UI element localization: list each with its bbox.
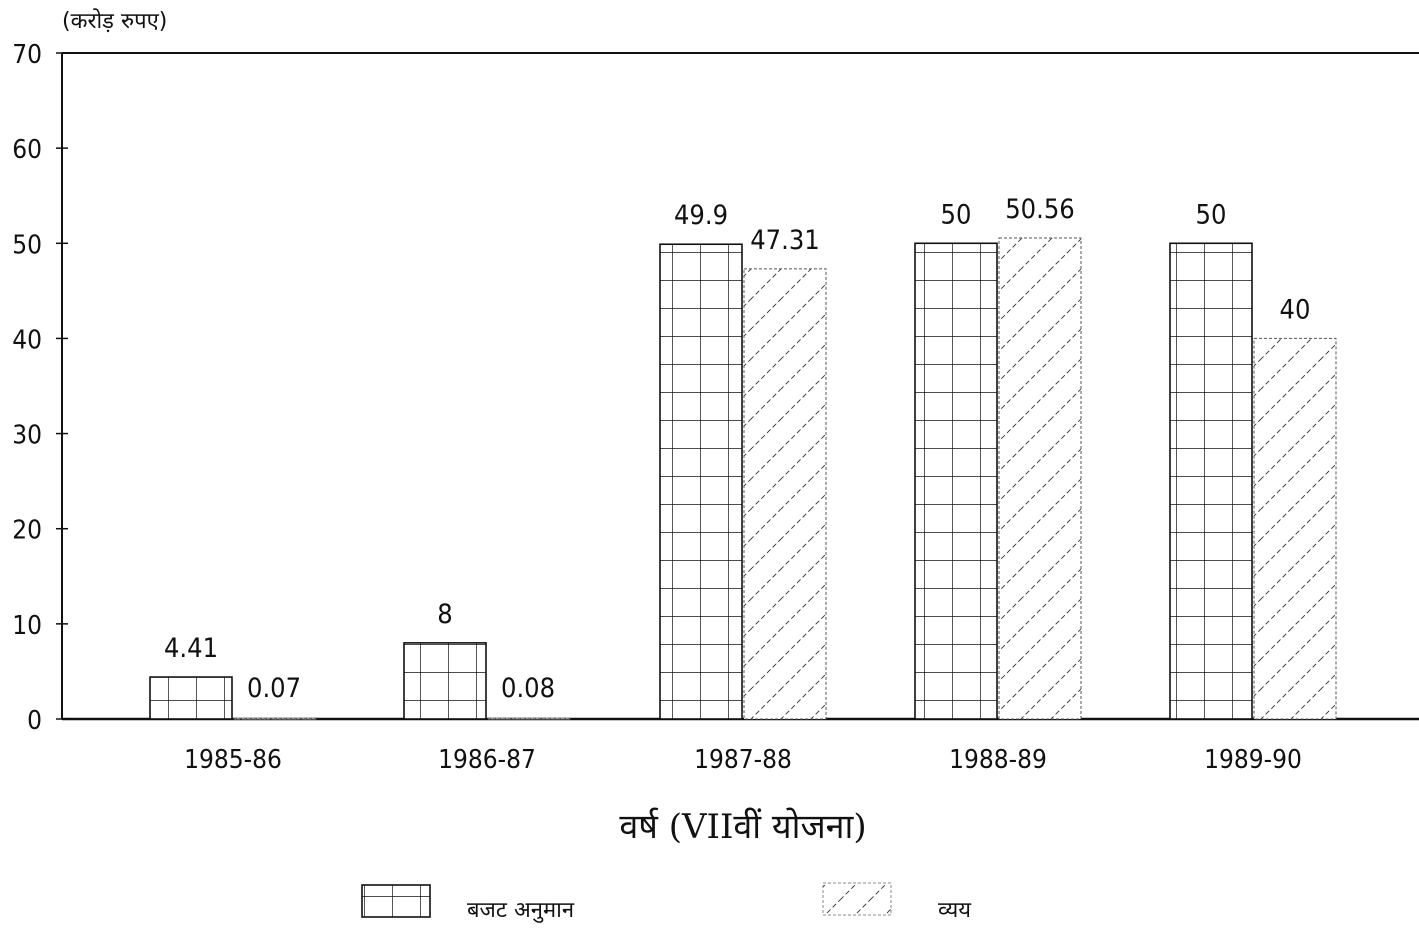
- bar-expenditure-1986-87: [487, 717, 571, 720]
- y-tick-label: 0: [27, 706, 42, 736]
- data-label-expenditure: 0.08: [501, 673, 555, 704]
- bars: [149, 237, 1337, 720]
- bar-expenditure-1985-86: [233, 717, 317, 720]
- labels: 0 10 20 30 40 50 60 70 (करोड़ रुपए) 1985-86 1986-8…: [12, 8, 1310, 847]
- data-label-expenditure: 0.07: [247, 673, 301, 704]
- unit-label: (करोड़ रुपए): [62, 8, 167, 34]
- data-label-budget: 4.41: [164, 633, 218, 664]
- x-tick-label: 1987-88: [694, 745, 792, 775]
- bar-budget-1989-90: [1169, 242, 1253, 720]
- bar-expenditure-1989-90: [1253, 337, 1337, 720]
- x-axis-title: वर्ष (VIIवीं योजना): [619, 807, 866, 847]
- x-tick-label: 1986-87: [438, 745, 536, 775]
- bar-budget-1988-89: [914, 242, 998, 720]
- data-label-expenditure: 40: [1280, 294, 1311, 325]
- legend-swatch-expenditure: [822, 882, 892, 916]
- legend-label-budget: बजट अनुमान: [467, 898, 575, 923]
- y-tick-label: 60: [12, 135, 42, 165]
- x-tick-label: 1988-89: [949, 745, 1047, 775]
- data-label-budget: 50: [941, 199, 972, 230]
- y-tick-label: 40: [12, 325, 42, 355]
- bar-expenditure-1988-89: [998, 237, 1082, 720]
- data-label-expenditure: 47.31: [750, 225, 820, 256]
- y-tick-label: 30: [12, 421, 42, 451]
- data-label-budget: 49.9: [674, 200, 728, 231]
- data-label-budget: 50: [1196, 199, 1227, 230]
- x-tick-label: 1985-86: [184, 745, 282, 775]
- data-label-expenditure: 50.56: [1005, 194, 1075, 225]
- bar-budget-1985-86: [149, 676, 233, 720]
- bar-budget-1986-87: [403, 642, 487, 720]
- x-tick-label: 1989-90: [1204, 745, 1302, 775]
- y-tick-label: 20: [12, 516, 42, 546]
- bar-budget-1987-88: [659, 243, 743, 720]
- y-tick-label: 50: [12, 230, 42, 260]
- bar-expenditure-1987-88: [743, 268, 827, 720]
- data-label-budget: 8: [437, 599, 452, 630]
- legend-label-expenditure: व्यय: [938, 898, 972, 923]
- legend: बजट अनुमान व्यय: [361, 882, 972, 923]
- legend-swatch-budget: [361, 884, 431, 918]
- y-tick-label: 10: [12, 611, 42, 641]
- y-tick-label: 70: [12, 40, 42, 70]
